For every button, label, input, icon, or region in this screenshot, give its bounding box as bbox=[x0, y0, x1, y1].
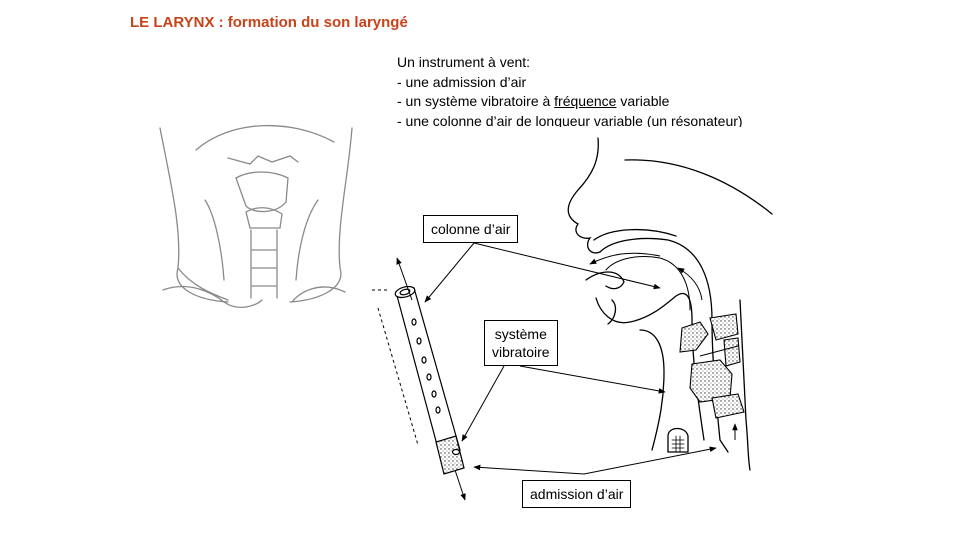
intro-item-air-intake: - une admission d’air bbox=[397, 73, 527, 90]
flute-arrows bbox=[372, 257, 466, 501]
intro-heading: Un instrument à vent: bbox=[397, 54, 531, 70]
intro-text: Un instrument à vent: - une admission d’… bbox=[397, 53, 743, 127]
slide-title: LE LARYNX : formation du son laryngé bbox=[130, 14, 408, 31]
label-air-column: colonne d’air bbox=[423, 215, 519, 243]
larynx-cartilages bbox=[679, 313, 745, 419]
leader-lines bbox=[424, 242, 717, 475]
label-vibrating-system: système vibratoire bbox=[484, 320, 558, 366]
vocal-tract-drawing bbox=[567, 137, 773, 471]
label-air-intake: admission d’air bbox=[522, 480, 632, 508]
intro-item-air-column: - une colonne d’air de longueur variable… bbox=[397, 112, 743, 128]
intro-item-vibrating-system: - un système vibratoire à fréquence vari… bbox=[397, 93, 670, 109]
flute-drawing bbox=[394, 285, 465, 475]
vocal-tract-arrows bbox=[589, 252, 738, 440]
neck-front-drawing bbox=[159, 124, 353, 308]
